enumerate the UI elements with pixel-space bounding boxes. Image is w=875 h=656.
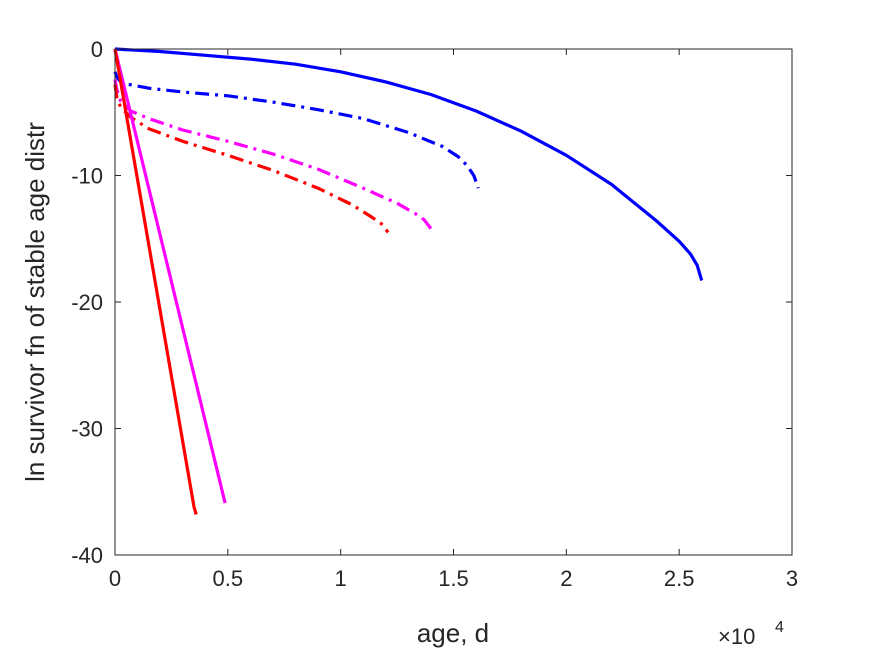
y-axis-label: ln survivor fn of stable age distr [20,122,50,482]
x-exponent: ×10 4 [718,619,784,649]
plot-area [115,49,792,555]
x-exponent-power: 4 [775,619,784,636]
y-tick-label: -10 [71,164,103,189]
x-tick-label: 2 [560,566,572,591]
x-ticks: 0 0.5 1 1.5 2 2.5 3 [109,49,798,591]
x-tick-label: 0.5 [213,566,244,591]
series-line-4 [113,84,390,234]
y-ticks: -40 -30 -20 -10 0 [71,37,792,568]
x-tick-label: 1.5 [438,566,469,591]
x-exponent-base: ×10 [718,624,755,649]
x-tick-label: 3 [786,566,798,591]
y-tick-label: -30 [71,417,103,442]
x-tick-label: 0 [109,566,121,591]
y-tick-label: -20 [71,290,103,315]
y-tick-label: 0 [91,37,103,62]
x-tick-label: 1 [335,566,347,591]
x-axis-label: age, d [417,618,489,648]
series-line-1 [114,47,704,281]
series-line-5 [113,48,227,504]
series-line-6 [113,48,198,515]
y-tick-label: -40 [71,543,103,568]
x-tick-label: 2.5 [664,566,695,591]
series-layer [113,47,704,515]
